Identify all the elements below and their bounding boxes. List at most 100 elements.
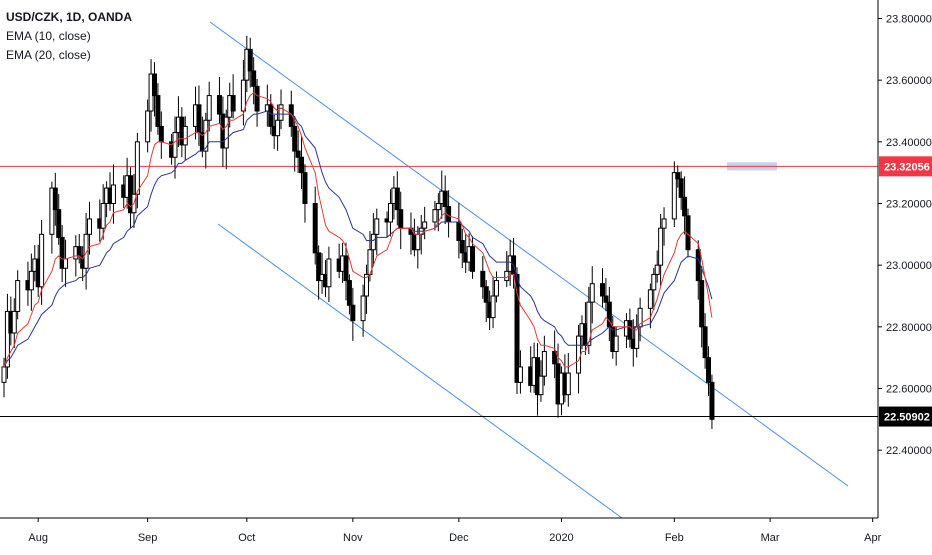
candle[interactable] — [706, 346, 712, 396]
candle[interactable] — [223, 109, 229, 170]
candle[interactable] — [312, 186, 318, 265]
price-tick-label: 23.60000 — [886, 75, 932, 87]
candle[interactable] — [206, 81, 212, 132]
candle[interactable] — [251, 57, 257, 105]
ema-10-legend: EMA (10, close) — [6, 29, 91, 43]
time-tick-label: Mar — [761, 532, 780, 544]
candle[interactable] — [302, 164, 308, 223]
candle[interactable] — [702, 313, 708, 369]
candle[interactable] — [387, 189, 393, 237]
candle[interactable] — [275, 104, 281, 151]
candle[interactable] — [4, 293, 10, 379]
candle[interactable] — [480, 256, 486, 299]
candle[interactable] — [134, 132, 140, 209]
candle[interactable] — [709, 374, 715, 429]
candle[interactable] — [52, 172, 58, 226]
candle[interactable] — [589, 266, 595, 324]
candle[interactable] — [432, 200, 438, 231]
candle[interactable] — [295, 130, 301, 173]
candle[interactable] — [374, 208, 380, 255]
time-tick-label: 2020 — [549, 532, 573, 544]
candle[interactable] — [87, 201, 92, 255]
price-tick-label: 23.80000 — [886, 14, 932, 26]
channel-upper-line[interactable] — [209, 21, 849, 487]
candle[interactable] — [56, 194, 62, 245]
price-tick-label: 22.60000 — [886, 384, 932, 396]
candle[interactable] — [682, 176, 688, 235]
candle[interactable] — [565, 353, 571, 407]
candle[interactable] — [493, 271, 499, 303]
candle[interactable] — [613, 326, 619, 366]
candle[interactable] — [514, 267, 520, 395]
time-tick-label: Nov — [343, 532, 363, 544]
candle[interactable] — [678, 171, 684, 210]
candle[interactable] — [230, 74, 236, 119]
candle[interactable] — [15, 270, 21, 320]
candle[interactable] — [343, 242, 349, 301]
candle[interactable] — [654, 250, 660, 283]
price-tick-label: 22.80000 — [886, 322, 932, 334]
candle[interactable] — [316, 245, 322, 300]
candle[interactable] — [360, 284, 366, 337]
candle[interactable] — [699, 266, 705, 348]
candle[interactable] — [216, 76, 222, 124]
candle[interactable] — [658, 213, 664, 287]
candle[interactable] — [1, 357, 7, 398]
candle[interactable] — [155, 83, 161, 135]
svg-text:23.32056: 23.32056 — [884, 161, 930, 173]
candle[interactable] — [346, 274, 352, 315]
candle[interactable] — [83, 212, 89, 290]
candle[interactable] — [247, 37, 253, 88]
ema-20-line[interactable] — [3, 110, 713, 368]
ema-20-legend: EMA (20, close) — [6, 48, 91, 62]
candle[interactable] — [671, 161, 677, 228]
candle[interactable] — [326, 246, 332, 302]
candle[interactable] — [28, 253, 34, 311]
candle[interactable] — [675, 165, 681, 188]
candle[interactable] — [627, 308, 633, 348]
candle[interactable] — [517, 350, 523, 394]
candle[interactable] — [100, 184, 106, 240]
svg-text:22.50902: 22.50902 — [884, 412, 930, 424]
candle[interactable] — [600, 268, 605, 308]
candle[interactable] — [172, 116, 178, 179]
candle[interactable] — [254, 78, 260, 127]
price-tick-label: 22.40000 — [886, 445, 932, 457]
candle[interactable] — [651, 267, 657, 311]
time-tick-label: Feb — [665, 532, 684, 544]
candle[interactable] — [364, 264, 370, 314]
resistance-price-label: 23.32056 — [879, 156, 932, 177]
candle[interactable] — [541, 335, 547, 386]
candle[interactable] — [422, 206, 428, 240]
candle[interactable] — [394, 171, 400, 226]
candle[interactable] — [459, 228, 465, 269]
candle[interactable] — [490, 276, 496, 329]
candle[interactable] — [11, 298, 17, 348]
ema-10-line[interactable] — [3, 91, 713, 368]
candle[interactable] — [49, 181, 55, 254]
candle[interactable] — [370, 213, 376, 267]
symbol-title: USD/CZK, 1D, OANDA — [6, 10, 133, 24]
time-tick-label: Aug — [28, 532, 48, 544]
candle[interactable] — [59, 225, 65, 283]
chart-legend: USD/CZK, 1D, OANDA EMA (10, close) EMA (… — [6, 8, 132, 65]
candle[interactable] — [483, 279, 489, 323]
candle[interactable] — [145, 99, 151, 153]
time-tick-label: Apr — [864, 532, 881, 544]
candle[interactable] — [350, 287, 356, 341]
channel-lower-line[interactable] — [217, 223, 623, 519]
candle[interactable] — [292, 115, 298, 172]
candle[interactable] — [647, 283, 653, 329]
candle[interactable] — [203, 112, 209, 169]
candle[interactable] — [552, 330, 558, 379]
candle[interactable] — [299, 136, 305, 190]
candle[interactable] — [538, 360, 544, 402]
candle[interactable] — [603, 278, 609, 312]
candle[interactable] — [151, 62, 157, 117]
candle[interactable] — [278, 89, 284, 130]
price-tick-label: 23.00000 — [886, 260, 932, 272]
candle[interactable] — [442, 175, 448, 225]
candle[interactable] — [661, 207, 667, 246]
